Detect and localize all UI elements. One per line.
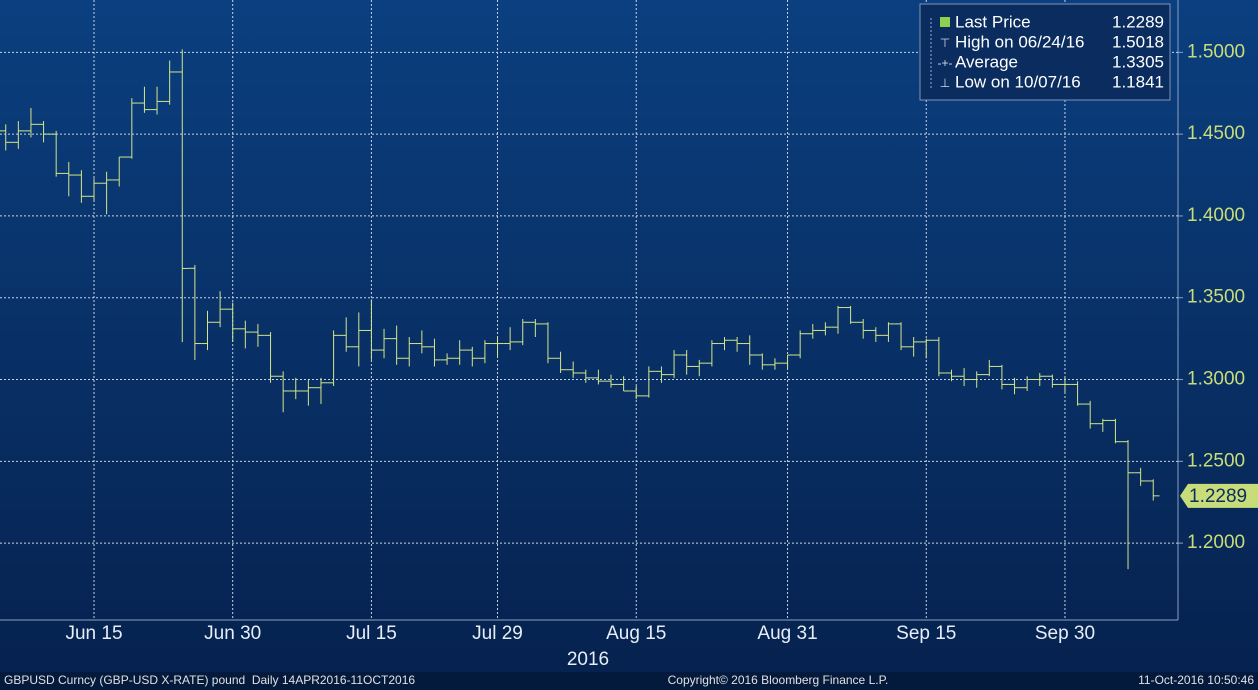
x-tick-label: Jul 29	[472, 623, 523, 644]
background	[0, 0, 1258, 672]
x-tick-label: Jul 15	[346, 623, 397, 644]
y-tick-label: 1.4500	[1187, 123, 1245, 144]
legend-box	[919, 3, 1171, 101]
legend-value: 1.1841	[1112, 72, 1164, 91]
footer-right: 11-Oct-2016 10:50:46	[1138, 673, 1254, 687]
legend-value: 1.2289	[1112, 12, 1164, 31]
y-tick-label: 1.2000	[1187, 532, 1245, 553]
last-price-tag	[1180, 483, 1258, 508]
y-tick-label: 1.2500	[1187, 450, 1245, 471]
legend-label: High on 06/24/16	[955, 32, 1085, 51]
legend-icon: ⊤	[940, 36, 950, 50]
x-tick-label: Sep 30	[1035, 623, 1095, 644]
x-tick-label: Aug 15	[606, 623, 666, 644]
y-tick-label: 1.4000	[1187, 205, 1245, 226]
legend-icon: -+-	[938, 56, 953, 70]
legend-icon: ⊥	[940, 76, 950, 90]
x-tick-label: Jun 30	[204, 623, 261, 644]
legend-value: 1.5018	[1112, 32, 1164, 51]
legend-label: Average	[955, 52, 1018, 71]
y-tick-label: 1.5000	[1187, 41, 1245, 62]
y-tick-label: 1.3500	[1187, 287, 1245, 308]
footer-left: GBPUSD Curncy (GBP-USD X-RATE) pound Dai…	[4, 673, 415, 687]
footer-bar	[0, 672, 1258, 690]
year-label: 2016	[567, 649, 609, 670]
footer-center: Copyright© 2016 Bloomberg Finance L.P.	[668, 673, 889, 687]
legend-value: 1.3305	[1112, 52, 1164, 71]
legend: ⊤ -+- ⊥ Last Price 1.2289 High on 06/24/16…	[919, 3, 1171, 101]
x-tick-label: Sep 15	[896, 623, 956, 644]
legend-label: Last Price	[955, 12, 1031, 31]
x-tick-label: Aug 31	[757, 623, 817, 644]
legend-swatch	[940, 17, 950, 27]
last-price-label: 1.2289	[1189, 486, 1247, 507]
legend-label: Low on 10/07/16	[955, 72, 1081, 91]
y-tick-label: 1.3000	[1187, 369, 1245, 390]
x-tick-label: Jun 15	[65, 623, 122, 644]
